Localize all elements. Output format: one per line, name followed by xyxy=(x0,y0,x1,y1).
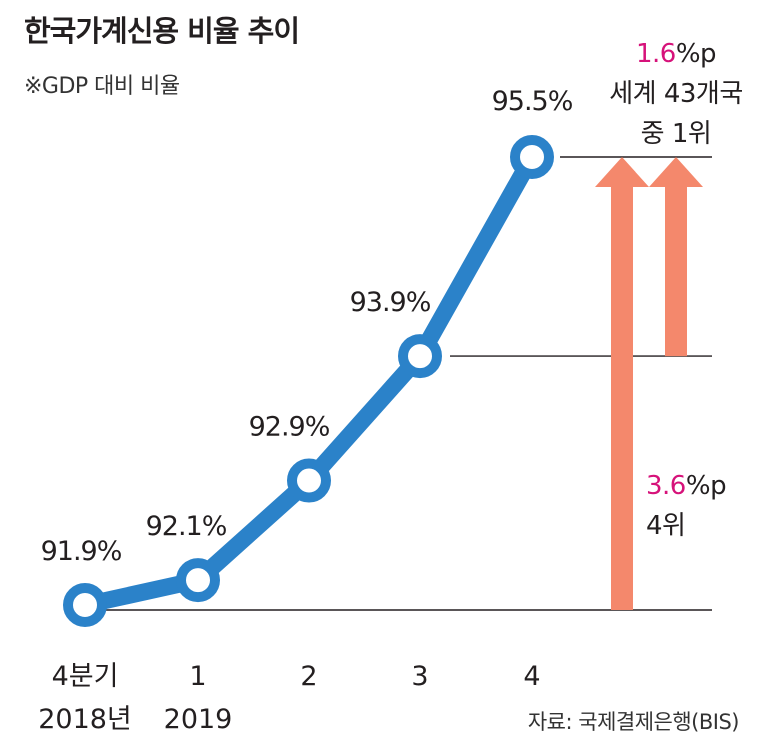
x-axis-ticks: 4분기 2018년 1 2019 2 3 4 xyxy=(38,661,540,735)
data-point-5 xyxy=(510,135,554,179)
annotation-large-diff: 3.6%p xyxy=(646,471,726,501)
annotation-large-rank: 4위 xyxy=(646,511,685,541)
data-point-1 xyxy=(63,583,107,627)
chart-subtitle: ※GDP 대비 비율 xyxy=(24,74,180,99)
data-label-2: 92.1% xyxy=(146,511,227,542)
annotation-small-rank-line1: 세계 43개국 xyxy=(609,79,743,109)
difference-arrows xyxy=(595,157,703,610)
x-tick-label: 1 xyxy=(189,661,206,692)
x-tick-sublabel: 2019 xyxy=(164,704,233,735)
data-point-4 xyxy=(398,334,442,379)
data-label-5: 95.5% xyxy=(492,86,573,117)
chart-title: 한국가계신용 비율 추이 xyxy=(24,14,300,48)
x-tick-sublabel: 2018년 xyxy=(38,704,132,735)
annotations: 1.6%p 세계 43개국 중 1위 3.6%p 4위 xyxy=(609,39,743,541)
data-points xyxy=(63,135,554,627)
x-tick-label: 3 xyxy=(411,661,428,692)
annotation-small-diff: 1.6%p xyxy=(636,39,716,69)
arrow-1.6pp xyxy=(649,157,703,357)
data-labels: 91.9% 92.1% 92.9% 93.9% 95.5% xyxy=(41,86,574,567)
arrow-3.6pp xyxy=(595,157,649,610)
source-note: 자료: 국제결제은행(BIS) xyxy=(527,710,740,734)
annotation-small-rank-line2: 중 1위 xyxy=(641,119,712,149)
data-label-4: 93.9% xyxy=(350,287,431,318)
data-label-3: 92.9% xyxy=(249,412,330,443)
data-point-3 xyxy=(287,458,331,503)
x-tick-label: 2 xyxy=(300,661,317,692)
x-tick-label: 4 xyxy=(523,661,540,692)
x-tick-label: 4분기 xyxy=(52,661,119,692)
data-label-1: 91.9% xyxy=(41,536,122,567)
data-point-2 xyxy=(176,558,220,603)
